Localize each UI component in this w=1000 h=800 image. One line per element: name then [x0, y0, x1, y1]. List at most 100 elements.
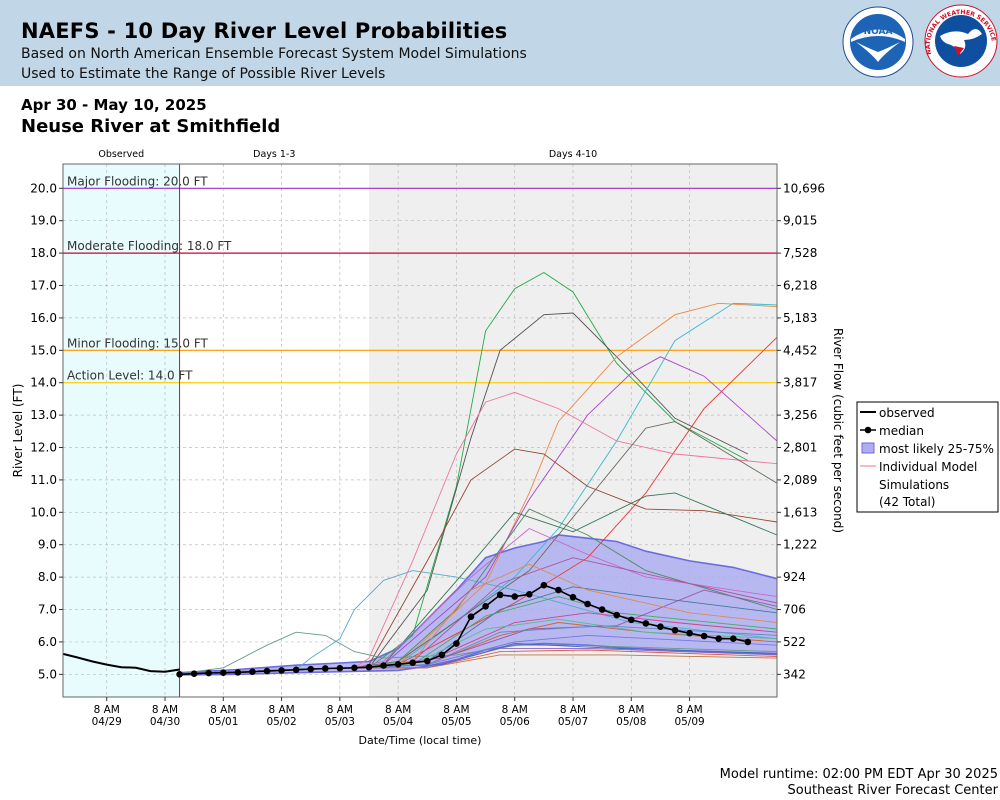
x-tick-date: 05/04 [383, 716, 414, 728]
legend-sims-label-3: (42 Total) [879, 495, 935, 509]
x-tick-time: 8 AM [443, 704, 469, 716]
median-point [715, 635, 723, 642]
x-tick-time: 8 AM [560, 704, 586, 716]
flow-tick-label: 706 [783, 603, 806, 617]
nws-logo[interactable]: NATIONAL WEATHER SERVICE [924, 4, 998, 78]
median-point [365, 663, 373, 671]
observed-line [62, 652, 180, 673]
threshold-label: Major Flooding: 20.0 FT [67, 174, 208, 188]
median-point [307, 665, 315, 673]
y-tick-label: 6.0 [38, 635, 57, 649]
page-title: NAEFS - 10 Day River Level Probabilities [21, 19, 508, 43]
y-tick-label: 8.0 [38, 570, 57, 584]
flow-tick-label: 4,452 [783, 343, 817, 357]
flow-tick-label: 342 [783, 667, 806, 681]
median-point [569, 593, 577, 601]
x-tick-date: 05/05 [441, 716, 471, 728]
median-point [467, 613, 475, 620]
plot-frame [62, 163, 778, 698]
threshold-label: Action Level: 14.0 FT [67, 369, 193, 383]
median-series [176, 581, 752, 678]
median-point [190, 670, 198, 677]
x-tick-date: 05/08 [616, 716, 646, 728]
median-point [642, 620, 650, 627]
median-point [540, 581, 548, 589]
x-tick-time: 8 AM [618, 704, 644, 716]
median-point [205, 669, 213, 677]
median-point [453, 640, 460, 647]
simulation-line [179, 570, 778, 675]
median-point [234, 669, 242, 676]
location-name: Neuse River at Smithfield [21, 116, 281, 137]
x-axis-label: Date/Time (local time) [359, 734, 482, 747]
y-tick-label: 10.0 [30, 505, 57, 519]
flow-tick-label: 1,613 [783, 505, 817, 519]
x-tick-time: 8 AM [268, 704, 294, 716]
y-tick-label: 5.0 [38, 667, 57, 681]
y-tick-label: 9.0 [38, 538, 57, 552]
median-point [744, 638, 752, 646]
observed-series [62, 652, 180, 673]
flow-tick-label: 3,817 [783, 376, 817, 390]
x-tick-time: 8 AM [385, 704, 411, 716]
legend-sims-label-1: Individual Model [879, 460, 977, 474]
median-point [598, 606, 606, 613]
y-tick-label: 20.0 [30, 181, 57, 195]
x-tick-date: 05/07 [558, 716, 588, 728]
flow-tick-label: 9,015 [783, 214, 817, 228]
axes: 5.0 342 6.0 522 7.0 706 8.0 924 9.0 1,222 10.0 1,61… [11, 163, 845, 747]
x-tick-date: 05/02 [266, 716, 296, 728]
header-banner: NAEFS - 10 Day River Level Probabilities… [0, 0, 1000, 86]
legend-sims-label-2: Simulations [879, 478, 949, 492]
x-tick-time: 8 AM [502, 704, 528, 716]
median-point [700, 632, 708, 640]
x-tick-time: 8 AM [210, 704, 236, 716]
median-point [613, 611, 621, 619]
legend-band-label: most likely 25-75% [879, 442, 994, 456]
flow-tick-label: 3,256 [783, 408, 817, 422]
median-point [176, 671, 183, 678]
x-tick-time: 8 AM [327, 704, 353, 716]
median-point [482, 602, 489, 610]
x-tick-time: 8 AM [152, 704, 178, 716]
threshold-label: Moderate Flooding: 18.0 FT [67, 239, 232, 253]
forecast-center: Southeast River Forecast Center [787, 783, 998, 798]
median-point [409, 659, 417, 666]
y-tick-label: 16.0 [30, 311, 57, 325]
median-point [438, 651, 446, 659]
x-tick-date: 04/29 [92, 716, 122, 728]
period-label: Days 4-10 [549, 149, 597, 160]
median-point [657, 623, 664, 630]
x-tick-date: 05/09 [674, 716, 704, 728]
subtitle-line-2: Used to Estimate the Range of Possible R… [21, 66, 386, 82]
flow-tick-label: 1,222 [783, 538, 817, 552]
median-point [496, 591, 504, 599]
flow-tick-label: 7,528 [783, 246, 817, 260]
median-point [219, 669, 227, 676]
y-tick-label: 11.0 [30, 473, 57, 487]
median-point [321, 665, 329, 672]
y-tick-label: 17.0 [30, 279, 57, 293]
y-tick-label: 18.0 [30, 246, 57, 260]
flow-tick-label: 2,089 [783, 473, 817, 487]
y-tick-label: 14.0 [30, 376, 57, 390]
median-point [278, 667, 285, 674]
y-tick-label: 19.0 [30, 214, 57, 228]
median-point [555, 586, 562, 594]
median-point [525, 590, 533, 598]
threshold-label: Minor Flooding: 15.0 FT [67, 336, 209, 350]
flood-thresholds: Major Flooding: 20.0 FT Moderate Flooding… [63, 164, 777, 697]
y-tick-label: 7.0 [38, 603, 57, 617]
y-axis-label-left: River Level (FT) [11, 384, 25, 478]
y-tick-label: 15.0 [30, 343, 57, 357]
flow-tick-label: 924 [783, 570, 806, 584]
date-range: Apr 30 - May 10, 2025 [21, 96, 207, 114]
noaa-logo[interactable]: NOAA [842, 6, 914, 78]
period-label: Days 1-3 [253, 149, 295, 160]
x-tick-time: 8 AM [676, 704, 702, 716]
simulation-line [179, 631, 778, 675]
y-tick-label: 12.0 [30, 441, 57, 455]
median-point [351, 664, 358, 672]
subtitle-line-1: Based on North American Ensemble Forecas… [21, 46, 527, 62]
y-axis-label-right: River Flow (cubic feet per second) [831, 328, 845, 533]
